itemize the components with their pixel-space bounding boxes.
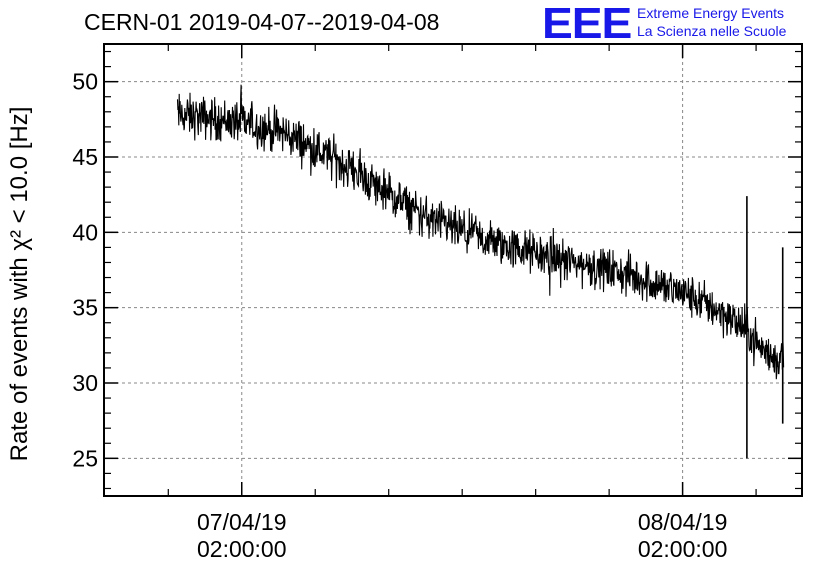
data-layer (176, 84, 785, 459)
plot-frame (103, 43, 803, 497)
tick-labels: 25303540455007/04/1902:00:0008/04/1902:0… (72, 69, 727, 562)
x-tick-label-date: 08/04/19 (638, 509, 728, 535)
rate-series-line (176, 84, 785, 380)
y-tick-label: 25 (72, 445, 98, 471)
y-tick-label: 30 (72, 370, 98, 396)
y-tick-label: 50 (72, 69, 98, 95)
y-tick-label: 40 (72, 219, 98, 245)
y-tick-label: 45 (72, 144, 98, 170)
x-tick-label-time: 02:00:00 (197, 536, 287, 562)
chart-title: CERN-01 2019-04-07--2019-04-08 (84, 9, 440, 35)
logo-line-2: La Scienza nelle Scuole (637, 23, 787, 39)
y-axis-label: Rate of events with χ² < 10.0 [Hz] (6, 107, 33, 462)
y-tick-label: 35 (72, 295, 98, 321)
grid-lines (104, 44, 802, 496)
eee-logo: EEE (542, 0, 632, 48)
axis-ticks (104, 44, 802, 496)
x-tick-label-date: 07/04/19 (197, 509, 287, 535)
x-tick-label-time: 02:00:00 (638, 536, 728, 562)
logo-line-1: Extreme Energy Events (637, 5, 785, 21)
eee-logo-caption: Extreme Energy Events La Scienza nelle S… (637, 4, 786, 40)
